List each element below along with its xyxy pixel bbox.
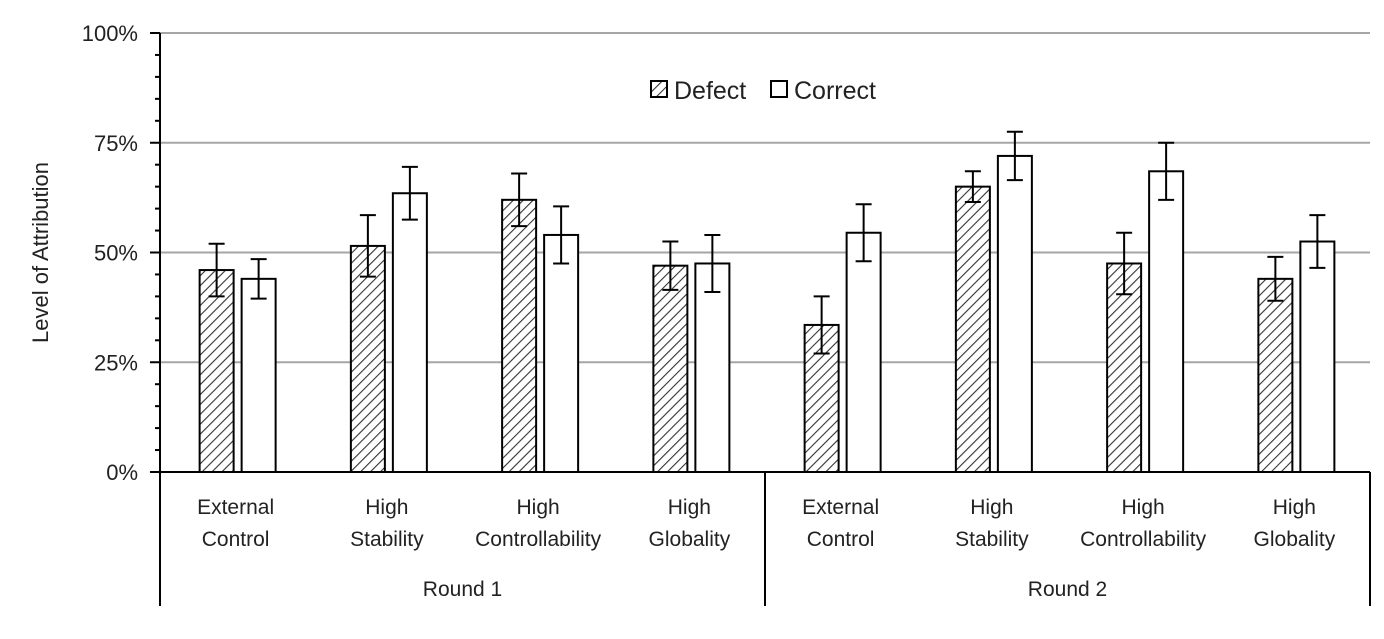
bar-correct — [543, 233, 580, 473]
bar-correct — [240, 277, 277, 473]
x-category-label: High — [668, 496, 711, 519]
bar-correct — [996, 154, 1033, 473]
x-category-label: Controllability — [475, 528, 602, 551]
bar-defect — [954, 185, 991, 473]
x-category-label: Stability — [955, 528, 1029, 551]
x-category-label: Globality — [1254, 528, 1336, 551]
legend-label-defect: Defect — [674, 77, 746, 105]
x-category-label: Controllability — [1080, 528, 1207, 551]
bar-correct — [1299, 240, 1336, 473]
bar-correct — [694, 262, 731, 473]
x-category-label: High — [517, 496, 560, 519]
x-group-label: Round 1 — [423, 578, 502, 601]
bar-defect — [1106, 262, 1143, 473]
x-category-label: Control — [807, 528, 875, 551]
x-category-label: External — [802, 496, 879, 519]
bar-defect — [501, 198, 538, 473]
x-category-label: High — [1122, 496, 1165, 519]
y-tick-label: 100% — [82, 21, 138, 46]
legend-label-correct: Correct — [794, 77, 876, 105]
x-category-label: Stability — [350, 528, 424, 551]
y-tick-label: 75% — [94, 131, 138, 156]
gridlines — [160, 32, 1370, 364]
bar-defect — [198, 269, 235, 473]
x-category-label: Control — [202, 528, 270, 551]
x-category-label: External — [197, 496, 274, 519]
x-category-label: High — [970, 496, 1013, 519]
y-tick-label: 50% — [94, 241, 138, 266]
legend-swatch-defect — [650, 80, 668, 98]
y-tick-label: 0% — [106, 460, 138, 485]
x-category-label: Globality — [649, 528, 731, 551]
labels: 0% 25% 50% 75% 100% Level of Attribution Exter… — [28, 21, 1336, 601]
legend: Defect Correct — [650, 77, 876, 105]
bar-correct — [391, 192, 428, 474]
bar-correct — [1148, 170, 1185, 473]
bar-defect — [652, 264, 689, 474]
axes — [150, 32, 1371, 606]
bar-defect — [1257, 277, 1294, 473]
legend-swatch-correct — [770, 80, 788, 98]
bar-correct — [845, 231, 882, 473]
x-group-label: Round 2 — [1028, 578, 1107, 601]
bars — [198, 130, 1336, 474]
y-tick-label: 25% — [94, 350, 138, 375]
x-category-label: High — [1273, 496, 1316, 519]
y-axis-title: Level of Attribution — [28, 162, 53, 343]
x-category-label: High — [365, 496, 408, 519]
bar-defect — [349, 244, 386, 473]
